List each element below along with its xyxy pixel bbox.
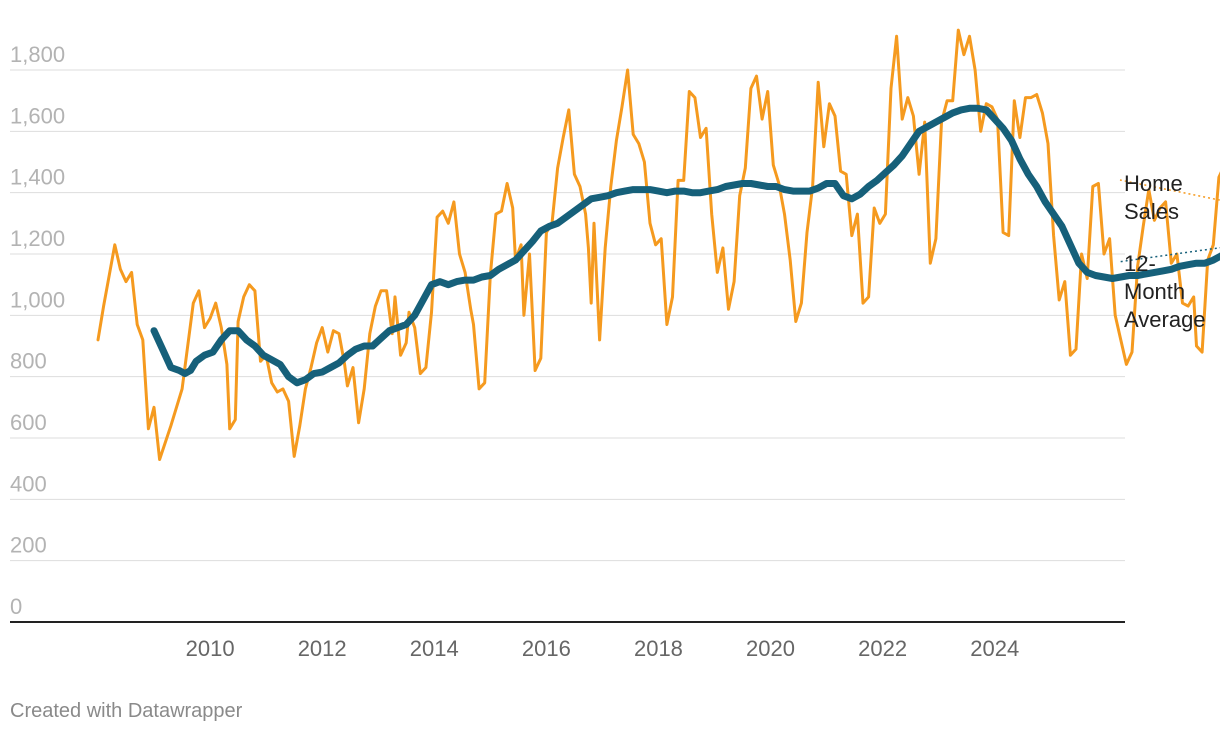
- twelve-month-average-label: 12-: [1124, 251, 1156, 276]
- twelve-month-average-label: Average: [1124, 307, 1206, 332]
- series-group: [96, 28, 1220, 461]
- y-tick-label: 1,200: [10, 226, 65, 251]
- y-tick-label: 400: [10, 471, 47, 496]
- home-sales-line: [96, 28, 1220, 461]
- y-tick-label: 1,800: [10, 42, 65, 67]
- x-tick-label: 2016: [522, 636, 571, 661]
- series-labels: Home Sales 12- Month Average: [1117, 171, 1220, 332]
- x-tick-label: 2018: [634, 636, 683, 661]
- x-tick-label: 2024: [970, 636, 1019, 661]
- home-sales-leader: [1119, 179, 1220, 201]
- x-tick-label: 2020: [746, 636, 795, 661]
- twelve-month-average-label: Month: [1124, 279, 1185, 304]
- y-tick-label: 200: [10, 533, 47, 558]
- x-tick-label: 2010: [186, 636, 235, 661]
- y-tick-label: 1,000: [10, 287, 65, 312]
- x-axis-ticks: 2010 2012 2014 2016 2018 2020 2022 2024: [186, 636, 1020, 661]
- x-tick-label: 2022: [858, 636, 907, 661]
- credit-text: Created with Datawrapper: [10, 700, 243, 722]
- y-tick-label: 600: [10, 410, 47, 435]
- twelve-month-average-line: [150, 104, 1220, 387]
- y-tick-label: 0: [10, 594, 22, 619]
- x-tick-label: 2014: [410, 636, 459, 661]
- y-tick-label: 1,600: [10, 103, 65, 128]
- y-tick-label: 1,400: [10, 165, 65, 190]
- home-sales-label: Sales: [1124, 199, 1179, 224]
- grid: [10, 69, 1125, 562]
- y-axis-ticks: 0 200 400 600 800 1,000 1,200 1,400 1,600 1,800: [10, 42, 65, 619]
- x-tick-label: 2012: [298, 636, 347, 661]
- y-tick-label: 800: [10, 349, 47, 374]
- home-sales-label: Home: [1124, 171, 1183, 196]
